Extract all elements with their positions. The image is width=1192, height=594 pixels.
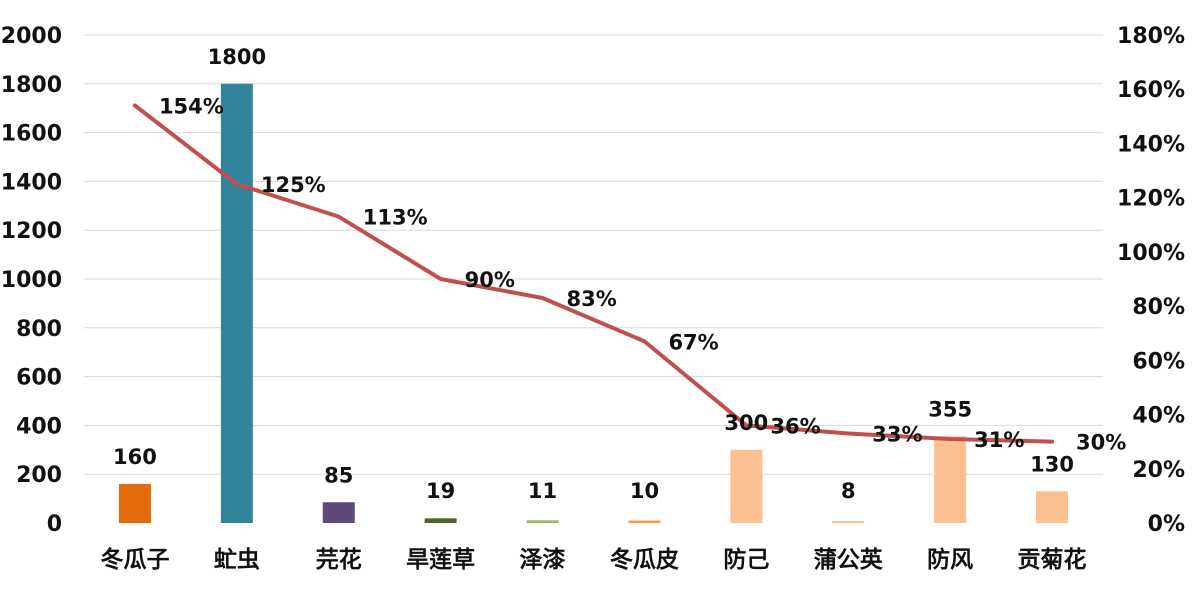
bar-data-label: 1800 <box>208 45 266 69</box>
line-data-label: 67% <box>668 330 718 354</box>
left-tick-label: 1800 <box>1 73 62 98</box>
bar <box>526 520 559 523</box>
left-tick-label: 400 <box>16 414 62 439</box>
bar <box>424 518 457 523</box>
left-tick-label: 1200 <box>1 219 62 244</box>
left-tick-label: 0 <box>47 512 62 537</box>
bar-data-label: 8 <box>841 479 856 503</box>
bar <box>322 502 355 523</box>
line-data-label: 154% <box>159 94 224 118</box>
bar <box>934 436 967 523</box>
right-axis-ticks: 0% 20% 40% 60% 80% 100% 120% 140% 160% 180% <box>1117 24 1185 537</box>
line-data-label: 31% <box>974 428 1024 452</box>
bar-data-label: 355 <box>928 397 972 421</box>
category-label: 冬瓜子 <box>100 546 169 573</box>
right-tick-label: 120% <box>1117 187 1185 212</box>
bar-data-label: 10 <box>630 479 659 503</box>
right-tick-label: 0% <box>1148 512 1185 537</box>
left-tick-label: 200 <box>16 463 62 488</box>
line-path <box>132 103 1055 444</box>
right-tick-label: 80% <box>1132 295 1185 320</box>
bar-data-labels: 160 1800 85 19 11 10 300 8 355 130 <box>113 45 1074 503</box>
left-tick-label: 600 <box>16 366 62 391</box>
bar-data-label: 85 <box>324 463 353 487</box>
line-data-label: 33% <box>872 423 922 447</box>
line-data-label: 30% <box>1076 431 1126 455</box>
category-label: 旱莲草 <box>406 547 475 573</box>
bar-data-label: 11 <box>528 479 557 503</box>
left-tick-label: 1400 <box>1 170 62 195</box>
category-label: 防风 <box>927 546 973 573</box>
left-tick-label: 1600 <box>1 122 62 147</box>
bar-series <box>118 83 1069 524</box>
right-tick-label: 140% <box>1117 132 1185 157</box>
line-data-label: 113% <box>363 206 428 230</box>
left-tick-label: 800 <box>16 317 62 342</box>
category-label: 冬瓜皮 <box>610 546 679 573</box>
left-tick-label: 2000 <box>1 24 62 49</box>
gridlines <box>84 34 1103 475</box>
category-label: 防己 <box>723 546 769 573</box>
category-label: 泽漆 <box>520 547 566 573</box>
bar <box>832 521 865 523</box>
bar-data-label: 300 <box>724 411 768 435</box>
left-tick-label: 1000 <box>1 268 62 293</box>
bar <box>220 83 253 524</box>
line-data-labels: 154% 125% 113% 90% 83% 67% 36% 33% 31% 30% <box>159 94 1126 454</box>
bar-data-label: 160 <box>113 445 157 469</box>
right-tick-label: 40% <box>1132 404 1185 429</box>
bar <box>628 520 661 523</box>
category-label: 虻虫 <box>214 547 260 573</box>
left-axis-ticks: 0 200 400 600 800 1000 1200 1400 1600 1800 2000 <box>1 24 62 537</box>
right-tick-label: 20% <box>1132 458 1185 483</box>
right-tick-label: 180% <box>1117 24 1185 49</box>
bar <box>118 483 151 523</box>
bar-data-label: 130 <box>1030 452 1074 476</box>
right-tick-label: 100% <box>1117 241 1185 266</box>
line-data-label: 83% <box>567 287 617 311</box>
line-series <box>132 103 1055 444</box>
line-data-label: 36% <box>770 414 820 438</box>
right-tick-label: 60% <box>1132 349 1185 374</box>
category-labels: 冬瓜子 虻虫 芫花 旱莲草 泽漆 冬瓜皮 防己 蒲公英 防风 贡菊花 <box>100 546 1086 573</box>
bar-data-label: 19 <box>426 479 455 503</box>
category-label: 芫花 <box>316 546 362 573</box>
bar <box>1036 491 1069 523</box>
right-tick-label: 160% <box>1117 78 1185 103</box>
line-data-label: 90% <box>465 268 515 292</box>
category-label: 贡菊花 <box>1018 547 1087 573</box>
category-label: 蒲公英 <box>814 546 884 573</box>
line-data-label: 125% <box>261 173 326 197</box>
bar <box>730 449 763 523</box>
